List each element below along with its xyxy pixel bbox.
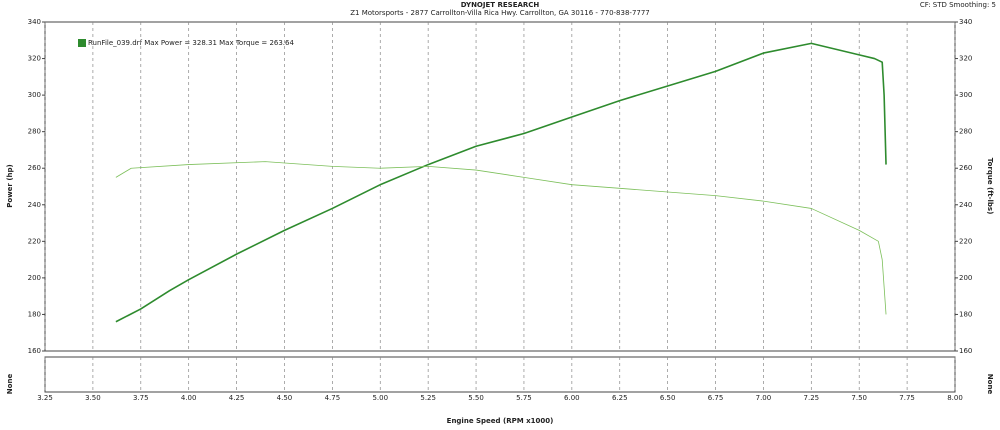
x-tick-label: 3.25 (37, 394, 53, 402)
y-tick-label: 320 (28, 55, 41, 63)
y2-axis-label: Torque (ft-lbs) (986, 158, 994, 215)
y2-tick-label: 220 (959, 237, 972, 245)
x-tick-label: 4.75 (325, 394, 341, 402)
x-tick-label: 5.25 (420, 394, 436, 402)
y2-tick-label: 340 (959, 18, 972, 26)
y-axis-label: Power (hp) (6, 164, 14, 207)
x-tick-label: 6.25 (612, 394, 628, 402)
legend-text: RunFile_039.drf Max Power = 328.31 Max T… (88, 39, 294, 47)
x-tick-label: 6.50 (660, 394, 676, 402)
y-tick-label: 200 (28, 274, 41, 282)
y-tick-label: 340 (28, 18, 41, 26)
legend-swatch (78, 39, 86, 47)
x-tick-label: 6.75 (708, 394, 724, 402)
y-tick-label: 260 (28, 164, 41, 172)
y-tick-label: 180 (28, 310, 41, 318)
y2-tick-label: 300 (959, 91, 972, 99)
y2-tick-label: 260 (959, 164, 972, 172)
lower-panel-frame (44, 356, 956, 393)
series-line (115, 161, 887, 315)
x-tick-label: 7.75 (899, 394, 915, 402)
y-tick-label: 240 (28, 201, 41, 209)
chart-title: DYNOJET RESEARCH (461, 1, 540, 9)
x-tick-label: 5.75 (516, 394, 532, 402)
series-line (115, 42, 887, 323)
y-tick-label: 160 (28, 347, 41, 355)
x-tick-label: 7.50 (851, 394, 867, 402)
x-tick-label: 7.25 (804, 394, 820, 402)
lower-panel-label: None (986, 374, 994, 395)
y-tick-label: 300 (28, 91, 41, 99)
x-tick-label: 6.00 (564, 394, 580, 402)
x-tick-label: 4.50 (277, 394, 293, 402)
x-tick-label: 3.75 (133, 394, 149, 402)
x-tick-label: 4.00 (181, 394, 197, 402)
y-tick-label: 280 (28, 128, 41, 136)
x-tick-label: 8.00 (947, 394, 963, 402)
y2-tick-label: 180 (959, 310, 972, 318)
x-tick-label: 5.00 (372, 394, 388, 402)
y2-tick-label: 280 (959, 128, 972, 136)
y2-tick-label: 200 (959, 274, 972, 282)
lower-panel-label: None (6, 374, 14, 395)
x-axis-label: Engine Speed (RPM x1000) (447, 417, 554, 425)
x-tick-label: 7.00 (756, 394, 772, 402)
y-tick-label: 220 (28, 237, 41, 245)
plot-frame (44, 21, 956, 352)
x-tick-label: 5.50 (468, 394, 484, 402)
corner-note: CF: STD Smoothing: 5 (920, 1, 996, 9)
x-tick-label: 3.50 (85, 394, 101, 402)
x-tick-label: 4.25 (229, 394, 245, 402)
y2-tick-label: 160 (959, 347, 972, 355)
y2-tick-label: 240 (959, 201, 972, 209)
chart-subtitle: Z1 Motorsports - 2877 Carrollton-Villa R… (350, 9, 650, 17)
y2-tick-label: 320 (959, 55, 972, 63)
